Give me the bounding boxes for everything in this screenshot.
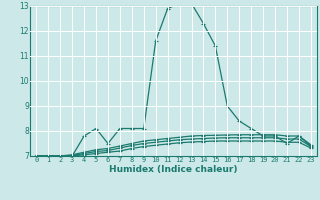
- X-axis label: Humidex (Indice chaleur): Humidex (Indice chaleur): [109, 165, 238, 174]
